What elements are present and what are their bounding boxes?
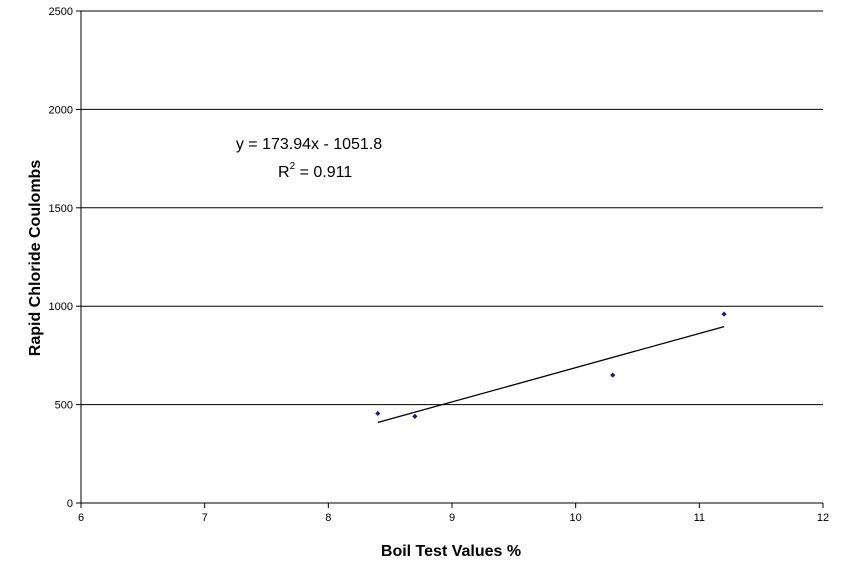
y-tick-label: 0: [67, 498, 73, 510]
r-squared-symbol: R: [278, 164, 290, 181]
data-point: [610, 372, 616, 378]
y-tick-label: 2500: [49, 6, 73, 18]
y-tick-label: 1500: [49, 203, 73, 215]
x-tick-label: 10: [570, 512, 582, 524]
r-squared-label: R2 = 0.911: [278, 161, 352, 181]
x-tick-label: 12: [817, 512, 829, 524]
x-axis-title: Boil Test Values %: [381, 543, 521, 560]
x-tick-label: 7: [202, 512, 208, 524]
y-tick-label: 500: [55, 400, 73, 412]
y-tick-label: 2000: [49, 104, 73, 116]
y-tick-label: 1000: [49, 301, 73, 313]
data-point: [412, 413, 418, 420]
x-tick-label: 9: [449, 512, 455, 524]
gridlines: [81, 10, 823, 406]
data-point: [721, 311, 727, 317]
x-tick-label: 8: [325, 512, 331, 524]
x-tick-label: 6: [78, 512, 84, 524]
trendline: [377, 325, 725, 424]
data-point: [375, 410, 381, 417]
y-axis-ticks: 0 500 1000 1500 2000 2500: [49, 6, 81, 510]
x-axis-ticks: 6 7 8 9 10 11 12: [78, 503, 829, 524]
r-squared-value: = 0.911: [295, 164, 352, 181]
x-tick-label: 11: [694, 512, 705, 524]
trendline-equation: y = 173.94x - 1051.8: [236, 136, 382, 153]
r-squared-superscript: 2: [290, 161, 296, 172]
axes: [80, 11, 823, 504]
trendline-group: [377, 325, 725, 424]
data-points: [375, 311, 727, 420]
y-axis-title: Rapid Chloride Coulombs: [27, 160, 44, 357]
